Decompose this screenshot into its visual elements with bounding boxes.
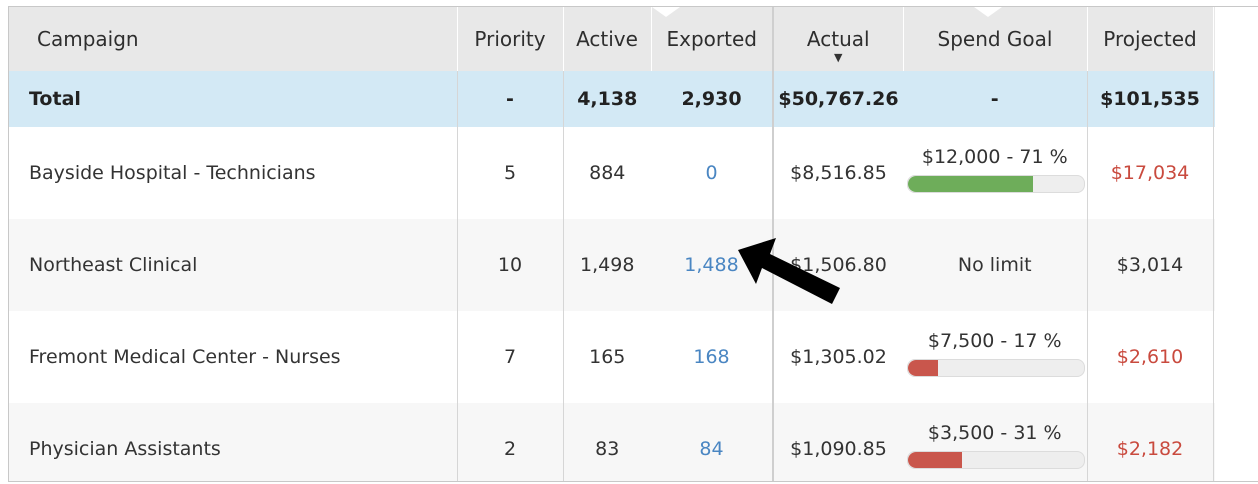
- total-exported: 2,930: [681, 88, 742, 110]
- spend-goal-text: $7,500 - 17 %: [927, 330, 1062, 352]
- column-header-exported[interactable]: Exported: [651, 7, 774, 71]
- header-notch: [973, 7, 1002, 17]
- active-cell: 1,498: [562, 219, 651, 311]
- actual-cell: $1,090.85: [772, 403, 903, 481]
- column-header-active[interactable]: Active: [562, 7, 652, 71]
- clicks-cell: 24: [1212, 127, 1215, 219]
- spend-goal-text: $12,000 - 71 %: [921, 146, 1068, 168]
- total-row: Total - 4,138 2,930 $50,767.26 - $101,53…: [9, 71, 1215, 127]
- active-cell: 83: [562, 403, 651, 481]
- projected-cell: $2,610: [1086, 311, 1213, 403]
- column-header-actual-label: Actual: [806, 27, 870, 51]
- clicks-cell: 43: [1212, 219, 1215, 311]
- priority-cell: 7: [456, 311, 563, 403]
- spend-goal-progress-fill: [907, 176, 1033, 192]
- exported-link[interactable]: 0: [705, 162, 718, 184]
- total-active: 4,138: [562, 71, 651, 127]
- campaign-table-frame: Campaign Priority Active Exported Actual…: [8, 6, 1258, 482]
- exported-cell: 0: [651, 127, 773, 219]
- spend-goal-widget: $3,500 - 31 %: [905, 421, 1085, 477]
- column-header-clicks[interactable]: Cl: [1212, 7, 1215, 71]
- exported-link[interactable]: 168: [693, 346, 730, 368]
- column-header-spend-goal[interactable]: Spend Goal: [903, 7, 1088, 71]
- spend-goal-widget: $7,500 - 17 %: [905, 329, 1085, 385]
- spend-goal-cell: $3,500 - 31 %: [903, 403, 1087, 481]
- actual-cell: $1,506.80: [772, 219, 903, 311]
- priority-cell: 2: [456, 403, 563, 481]
- spend-goal-progress-bar: [906, 175, 1085, 193]
- column-header-priority[interactable]: Priority: [456, 7, 564, 71]
- campaign-table: Campaign Priority Active Exported Actual…: [9, 7, 1215, 481]
- table-row[interactable]: Physician Assistants 2 83 84 $1,090.85 $…: [9, 403, 1215, 481]
- total-label: Total: [29, 88, 81, 110]
- column-header-actual[interactable]: Actual ▼: [772, 7, 904, 71]
- campaign-name[interactable]: Physician Assistants: [29, 438, 221, 460]
- spend-goal-progress-bar: [906, 359, 1085, 377]
- spend-goal-cell: $12,000 - 71 %: [903, 127, 1087, 219]
- exported-link[interactable]: 1,488: [684, 254, 739, 276]
- active-cell: 165: [562, 311, 651, 403]
- exported-cell: 84: [651, 403, 773, 481]
- spend-goal-widget: $12,000 - 71 %: [905, 145, 1085, 201]
- table-row[interactable]: Fremont Medical Center - Nurses 7 165 16…: [9, 311, 1215, 403]
- exported-link[interactable]: 84: [699, 438, 724, 460]
- campaign-name[interactable]: Fremont Medical Center - Nurses: [29, 346, 341, 368]
- campaign-table-viewport: Campaign Priority Active Exported Actual…: [9, 7, 1215, 481]
- column-header-campaign[interactable]: Campaign: [9, 7, 458, 71]
- actual-cell: $8,516.85: [772, 127, 903, 219]
- clicks-cell: 2,: [1212, 403, 1215, 481]
- table-header-row: Campaign Priority Active Exported Actual…: [9, 7, 1215, 71]
- column-header-spend-goal-label: Spend Goal: [937, 27, 1053, 51]
- exported-cell: 1,488: [651, 219, 773, 311]
- actual-cell: $1,305.02: [772, 311, 903, 403]
- spend-goal-cell: $7,500 - 17 %: [903, 311, 1087, 403]
- column-header-exported-label: Exported: [666, 27, 757, 51]
- header-notch: [651, 7, 680, 17]
- campaign-name[interactable]: Bayside Hospital - Technicians: [29, 162, 316, 184]
- total-actual: $50,767.26: [772, 71, 903, 127]
- spend-goal-progress-fill: [907, 360, 938, 376]
- spend-goal-progress-bar: [906, 451, 1085, 469]
- projected-cell: $17,034: [1086, 127, 1213, 219]
- sort-descending-icon: ▼: [834, 51, 843, 64]
- active-cell: 884: [562, 127, 651, 219]
- clicks-cell: 8,: [1212, 311, 1215, 403]
- priority-cell: 10: [456, 219, 563, 311]
- projected-cell: $2,182: [1086, 403, 1213, 481]
- exported-cell: 168: [651, 311, 773, 403]
- campaign-name[interactable]: Northeast Clinical: [29, 254, 198, 276]
- table-row[interactable]: Northeast Clinical 10 1,498 1,488 $1,506…: [9, 219, 1215, 311]
- spend-goal-cell: No limit: [903, 219, 1087, 311]
- total-priority: -: [456, 71, 563, 127]
- priority-cell: 5: [456, 127, 563, 219]
- total-clicks: 188: [1212, 71, 1215, 127]
- table-row[interactable]: Bayside Hospital - Technicians 5 884 0 $…: [9, 127, 1215, 219]
- spend-goal-text: No limit: [957, 254, 1032, 276]
- column-header-projected[interactable]: Projected: [1086, 7, 1214, 71]
- total-projected: $101,535: [1086, 71, 1213, 127]
- spend-goal-progress-fill: [907, 452, 963, 468]
- projected-cell: $3,014: [1086, 219, 1213, 311]
- total-spend-goal: -: [990, 88, 999, 110]
- spend-goal-text: $3,500 - 31 %: [927, 422, 1062, 444]
